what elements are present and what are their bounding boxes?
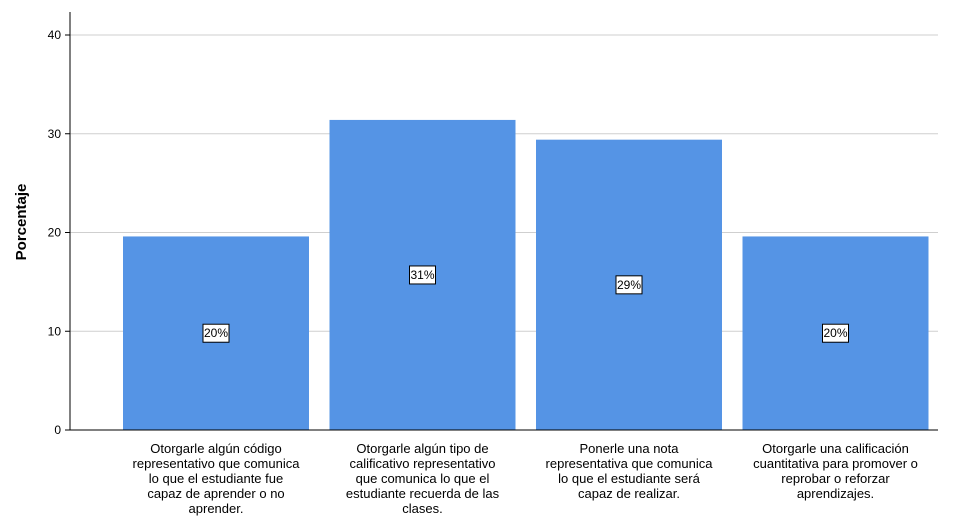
data-labels: 20% 31% 29% 20% <box>202 265 849 343</box>
x-category-label-line: capaz de realizar. <box>578 486 680 501</box>
y-tick-label: 40 <box>48 28 62 42</box>
x-category-label-line: representativo que comunica <box>133 456 301 471</box>
bars <box>123 119 929 431</box>
x-category-label-line: Ponerle una nota <box>579 441 679 456</box>
x-category-label-line: aprendizajes. <box>797 486 874 501</box>
x-category-label-line: capaz de aprender o no <box>147 486 284 501</box>
x-tick-labels: Otorgarle algún código representativo que… <box>133 441 918 516</box>
x-category-label-line: reprobar o reforzar <box>781 471 890 486</box>
data-label-box <box>615 275 643 295</box>
data-label: 20% <box>204 326 228 340</box>
y-axis-label: Porcentaje <box>13 184 30 261</box>
x-category-label-line: Otorgarle algún tipo de <box>356 441 488 456</box>
y-tick-labels: 0 10 20 30 40 <box>48 28 70 437</box>
x-category-label-line: aprender. <box>189 501 244 516</box>
data-label: 31% <box>410 268 434 282</box>
x-category-label: Ponerle una nota representativa que comun… <box>546 441 714 501</box>
data-label: 20% <box>823 326 847 340</box>
x-category-label-line: clases. <box>402 501 442 516</box>
x-category-label: Otorgarle algún tipo de calificativo repr… <box>346 441 500 516</box>
x-category-label-line: Otorgarle una calificación <box>762 441 909 456</box>
x-category-label-line: cuantitativa para promover o <box>753 456 918 471</box>
x-category-label: Otorgarle una calificación cuantitativa p… <box>753 441 918 501</box>
x-category-label-line: lo que el estudiante será <box>558 471 700 486</box>
data-label-box <box>409 265 436 285</box>
x-category-label-line: lo que el estudiante fue <box>149 471 283 486</box>
x-category-label-line: que comunica lo que el <box>356 471 490 486</box>
y-tick-label: 20 <box>48 226 62 240</box>
x-category-label-line: Otorgarle algún código <box>150 441 282 456</box>
x-category-label-line: calificativo representativo <box>350 456 496 471</box>
y-tick-label: 30 <box>48 127 62 141</box>
x-category-label-line: representativa que comunica <box>546 456 714 471</box>
data-label-box <box>202 323 230 343</box>
data-label: 29% <box>617 278 641 292</box>
y-tick-label: 0 <box>54 423 61 437</box>
x-category-label: Otorgarle algún código representativo que… <box>133 441 301 516</box>
data-label-box <box>822 323 849 343</box>
x-category-label-line: estudiante recuerda de las <box>346 486 500 501</box>
y-tick-label: 10 <box>48 324 62 338</box>
axes <box>69 12 938 431</box>
